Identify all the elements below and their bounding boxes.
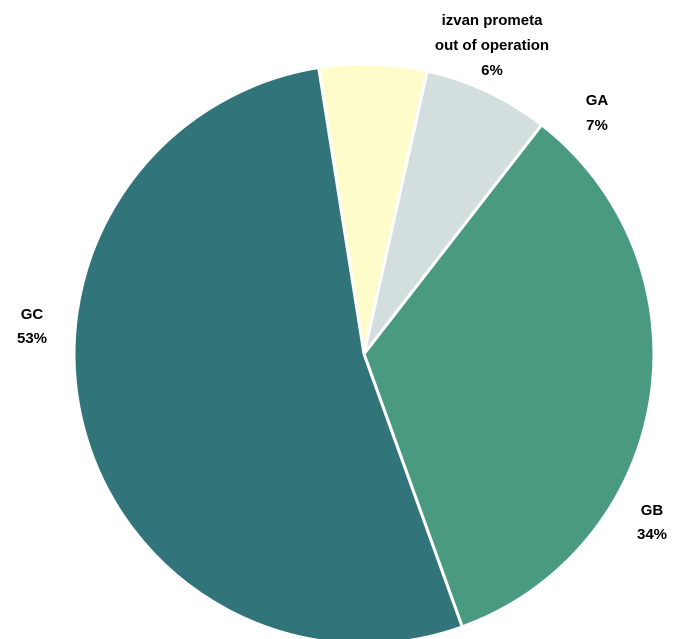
label-out-of-operation: izvan prometa out of operation 6% <box>435 12 549 79</box>
label-gb: GB 34% <box>637 502 667 543</box>
label-ga-value: 7% <box>586 117 608 134</box>
label-gc-value: 53% <box>17 330 47 347</box>
label-out-of-operation-name: izvan prometa <box>442 12 544 29</box>
label-gc-name: GC <box>21 306 44 323</box>
pie-slice-gc <box>72 65 465 639</box>
label-gb-name: GB <box>641 502 664 519</box>
pie-slice-gb <box>362 122 656 629</box>
label-gb-value: 34% <box>637 526 667 543</box>
label-out-of-operation-name2: out of operation <box>435 37 549 54</box>
label-gc: GC 53% <box>17 306 47 347</box>
pie-slices <box>72 62 656 639</box>
label-ga: GA 7% <box>586 92 609 134</box>
pie-slice-ga <box>362 69 544 355</box>
label-out-of-operation-value: 6% <box>481 62 503 79</box>
label-ga-name: GA <box>586 92 609 109</box>
